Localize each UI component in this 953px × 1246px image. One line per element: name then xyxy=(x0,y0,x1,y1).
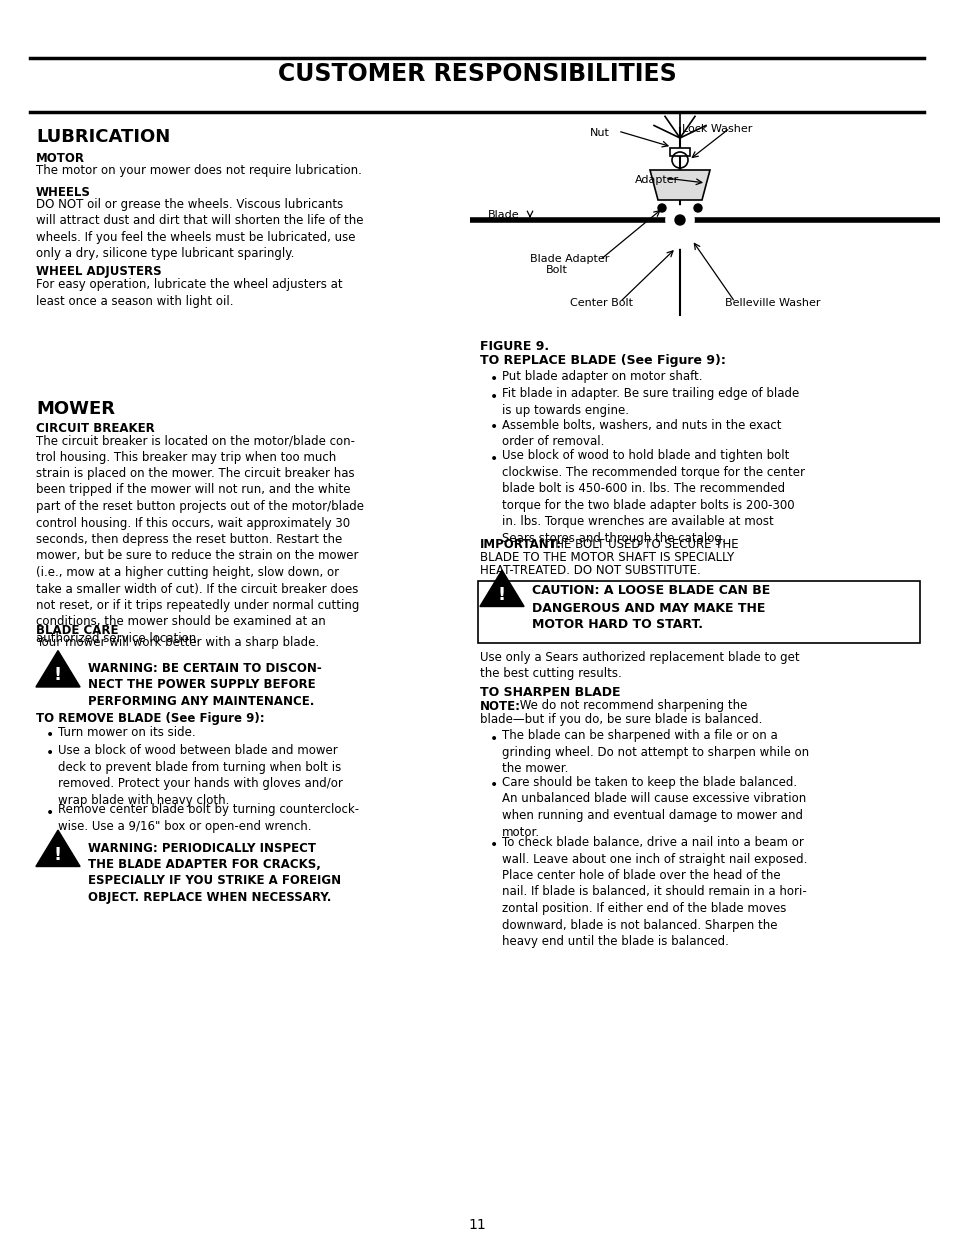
Text: BLADE TO THE MOTOR SHAFT IS SPECIALLY: BLADE TO THE MOTOR SHAFT IS SPECIALLY xyxy=(479,551,734,564)
Text: IMPORTANT:: IMPORTANT: xyxy=(479,537,561,551)
Polygon shape xyxy=(479,571,523,607)
Polygon shape xyxy=(649,169,709,201)
Circle shape xyxy=(669,228,689,248)
Text: Bolt: Bolt xyxy=(545,265,567,275)
Text: BLADE CARE: BLADE CARE xyxy=(36,624,118,637)
Text: To check blade balance, drive a nail into a beam or
wall. Leave about one inch o: To check blade balance, drive a nail int… xyxy=(501,836,806,948)
Text: Blade Adapter: Blade Adapter xyxy=(530,254,609,264)
Text: •: • xyxy=(490,731,497,745)
Text: !: ! xyxy=(497,586,505,604)
Polygon shape xyxy=(36,650,80,687)
Text: The circuit breaker is located on the motor/blade con-
trol housing. This breake: The circuit breaker is located on the mo… xyxy=(36,434,364,645)
Text: For easy operation, lubricate the wheel adjusters at
least once a season with li: For easy operation, lubricate the wheel … xyxy=(36,278,342,308)
Text: Belleville Washer: Belleville Washer xyxy=(724,298,820,308)
Circle shape xyxy=(665,206,693,234)
Text: THE BOLT USED TO SECURE THE: THE BOLT USED TO SECURE THE xyxy=(547,537,738,551)
Text: Lock Washer: Lock Washer xyxy=(681,125,752,135)
Text: Assemble bolts, washers, and nuts in the exact
order of removal.: Assemble bolts, washers, and nuts in the… xyxy=(501,419,781,449)
Text: Use block of wood to hold blade and tighten bolt
clockwise. The recommended torq: Use block of wood to hold blade and tigh… xyxy=(501,450,804,545)
Text: •: • xyxy=(46,805,54,820)
Bar xyxy=(669,148,689,156)
Text: WHEEL ADJUSTERS: WHEEL ADJUSTERS xyxy=(36,265,161,278)
Text: Use a block of wood between blade and mower
deck to prevent blade from turning w: Use a block of wood between blade and mo… xyxy=(58,745,342,807)
Text: Use only a Sears authorized replacement blade to get
the best cutting results.: Use only a Sears authorized replacement … xyxy=(479,650,799,680)
Text: •: • xyxy=(46,746,54,760)
Text: •: • xyxy=(490,390,497,404)
Text: LUBRICATION: LUBRICATION xyxy=(36,128,170,146)
Text: blade—but if you do, be sure blade is balanced.: blade—but if you do, be sure blade is ba… xyxy=(479,713,761,726)
Text: TO REMOVE BLADE (See Figure 9):: TO REMOVE BLADE (See Figure 9): xyxy=(36,711,264,725)
Text: MOWER: MOWER xyxy=(36,400,115,417)
Text: Blade: Blade xyxy=(488,211,519,221)
Text: •: • xyxy=(490,451,497,466)
Text: •: • xyxy=(490,839,497,852)
Text: Nut: Nut xyxy=(589,128,609,138)
Text: TO SHARPEN BLADE: TO SHARPEN BLADE xyxy=(479,685,619,699)
Text: Your mower will work better with a sharp blade.: Your mower will work better with a sharp… xyxy=(36,635,319,649)
Text: •: • xyxy=(490,373,497,386)
Text: •: • xyxy=(490,420,497,435)
Text: Care should be taken to keep the blade balanced.
An unbalanced blade will cause : Care should be taken to keep the blade b… xyxy=(501,776,805,839)
FancyBboxPatch shape xyxy=(477,581,919,643)
Text: •: • xyxy=(46,728,54,743)
Polygon shape xyxy=(36,830,80,866)
Text: The motor on your mower does not require lubrication.: The motor on your mower does not require… xyxy=(36,164,361,177)
Text: We do not recommend sharpening the: We do not recommend sharpening the xyxy=(516,699,746,713)
Text: HEAT-TREATED. DO NOT SUBSTITUTE.: HEAT-TREATED. DO NOT SUBSTITUTE. xyxy=(479,564,700,577)
Text: Remove center blade bolt by turning counterclock-
wise. Use a 9/16" box or open-: Remove center blade bolt by turning coun… xyxy=(58,804,358,834)
Text: TO REPLACE BLADE (See Figure 9):: TO REPLACE BLADE (See Figure 9): xyxy=(479,354,725,368)
Text: Turn mower on its side.: Turn mower on its side. xyxy=(58,726,195,739)
Text: NOTE:: NOTE: xyxy=(479,699,520,713)
Text: DO NOT oil or grease the wheels. Viscous lubricants
will attract dust and dirt t: DO NOT oil or grease the wheels. Viscous… xyxy=(36,198,363,260)
Circle shape xyxy=(693,204,701,212)
Text: CUSTOMER RESPONSIBILITIES: CUSTOMER RESPONSIBILITIES xyxy=(277,62,676,86)
Circle shape xyxy=(675,216,684,226)
Text: !: ! xyxy=(54,846,62,863)
Text: Adapter: Adapter xyxy=(635,174,679,184)
Text: 11: 11 xyxy=(468,1219,485,1232)
Text: WARNING: BE CERTAIN TO DISCON-
NECT THE POWER SUPPLY BEFORE
PERFORMING ANY MAINT: WARNING: BE CERTAIN TO DISCON- NECT THE … xyxy=(88,662,321,708)
Text: •: • xyxy=(490,778,497,792)
Circle shape xyxy=(658,204,665,212)
Text: MOTOR: MOTOR xyxy=(36,152,85,164)
Text: FIGURE 9.: FIGURE 9. xyxy=(479,340,549,353)
Text: CAUTION: A LOOSE BLADE CAN BE
DANGEROUS AND MAY MAKE THE
MOTOR HARD TO START.: CAUTION: A LOOSE BLADE CAN BE DANGEROUS … xyxy=(532,584,769,632)
Text: CIRCUIT BREAKER: CIRCUIT BREAKER xyxy=(36,422,154,435)
Text: Center Bolt: Center Bolt xyxy=(569,298,633,308)
Text: !: ! xyxy=(54,667,62,684)
Text: Fit blade in adapter. Be sure trailing edge of blade
is up towards engine.: Fit blade in adapter. Be sure trailing e… xyxy=(501,388,799,417)
Text: Put blade adapter on motor shaft.: Put blade adapter on motor shaft. xyxy=(501,370,701,383)
Text: WARNING: PERIODICALLY INSPECT
THE BLADE ADAPTER FOR CRACKS,
ESPECIALLY IF YOU ST: WARNING: PERIODICALLY INSPECT THE BLADE … xyxy=(88,841,341,905)
Text: WHEELS: WHEELS xyxy=(36,186,91,199)
Text: The blade can be sharpened with a file or on a
grinding wheel. Do not attempt to: The blade can be sharpened with a file o… xyxy=(501,729,808,775)
